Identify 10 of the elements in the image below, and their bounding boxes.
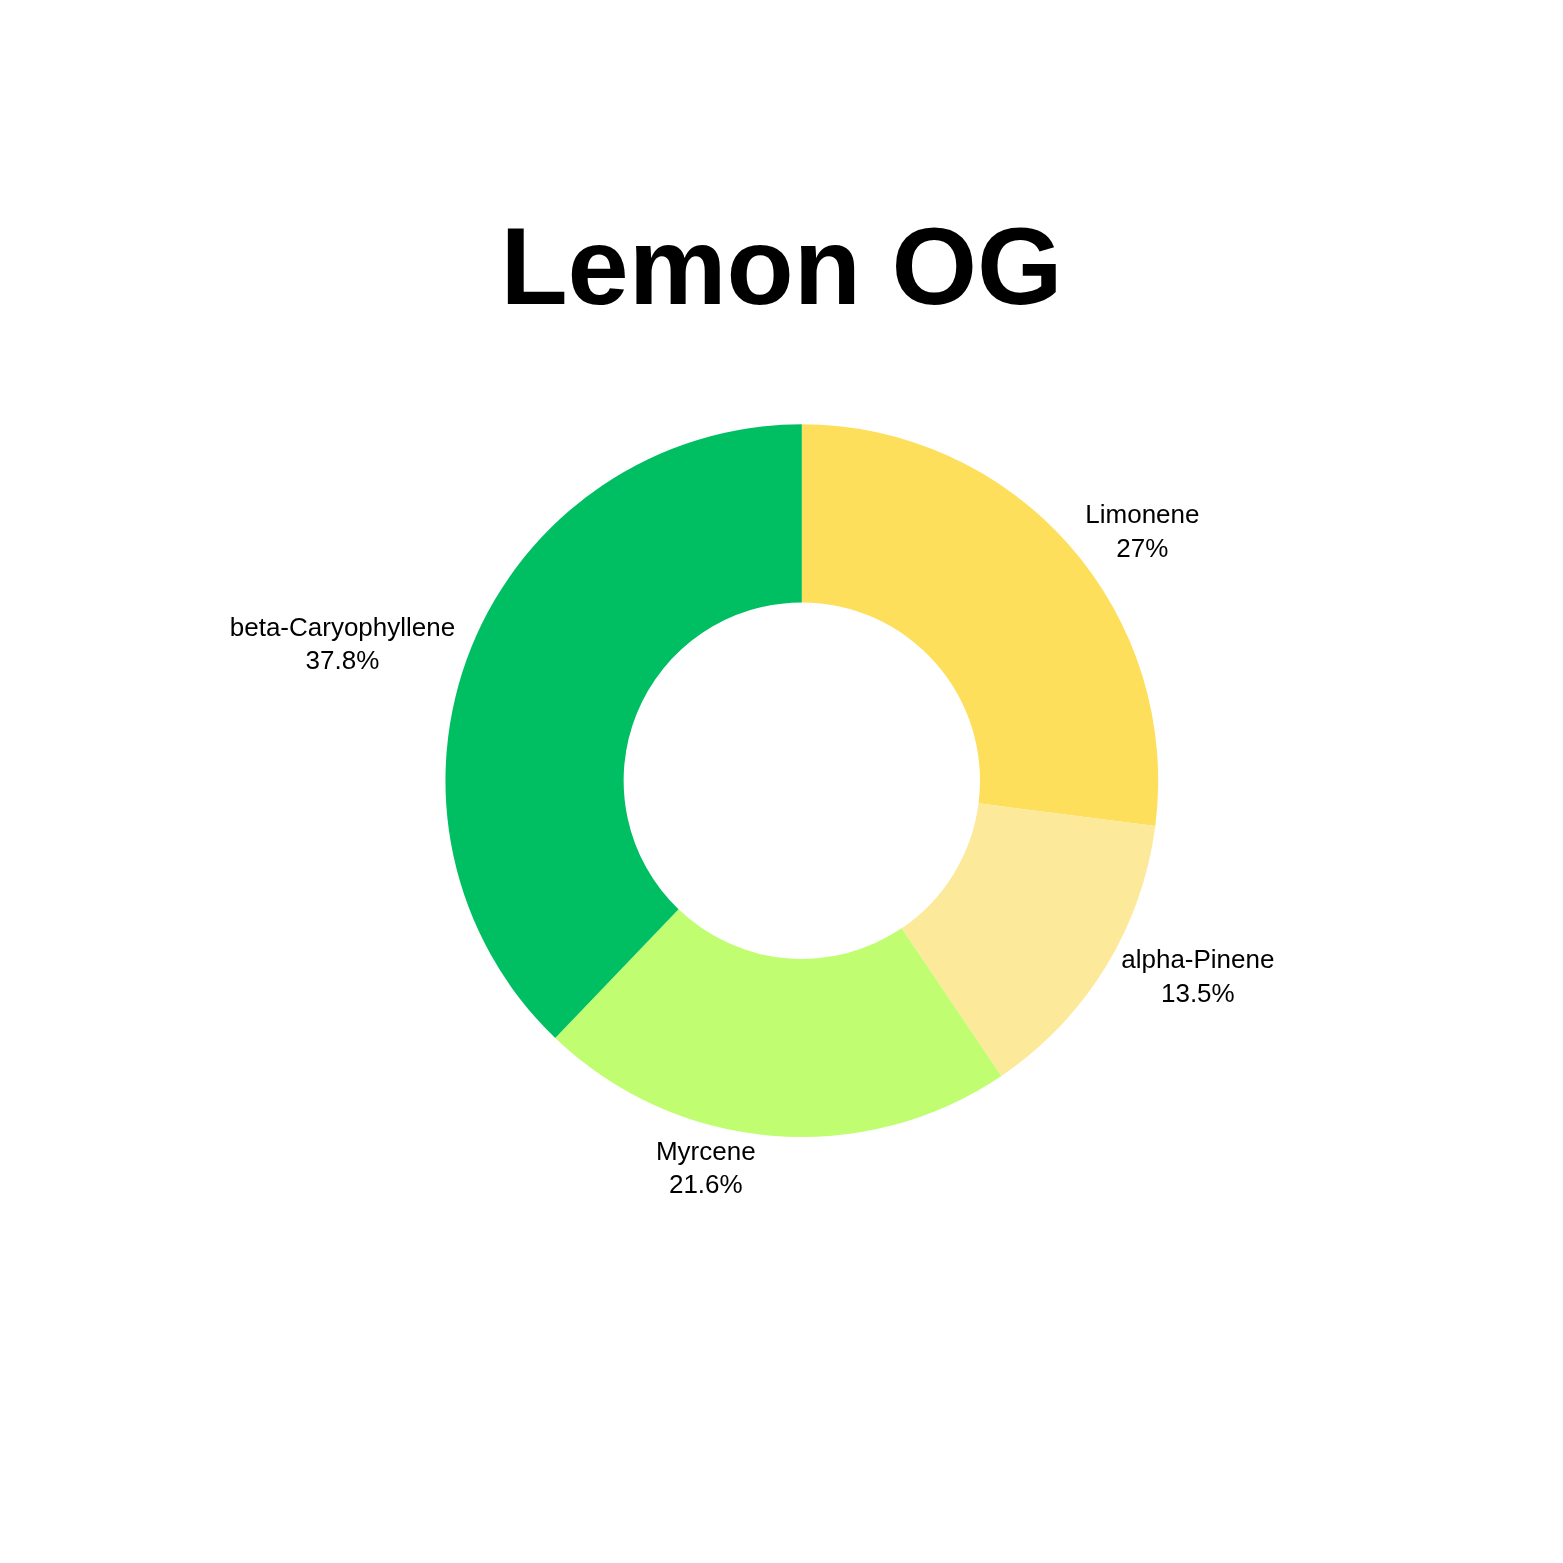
slice-label: Myrcene <box>655 1135 756 1166</box>
slice-label: Limonene <box>1085 499 1200 530</box>
data-label: 21.6% <box>668 1169 743 1200</box>
donut-slice <box>555 909 1002 1137</box>
data-label: 27% <box>1116 533 1169 564</box>
chart-title: Lemon OG <box>500 204 1063 328</box>
data-label: 13.5% <box>1160 978 1235 1009</box>
slice-label: alpha-Pinene <box>1121 944 1275 975</box>
slice-label: beta-Caryophyllene <box>229 611 456 642</box>
data-label: 37.8% <box>305 645 380 676</box>
